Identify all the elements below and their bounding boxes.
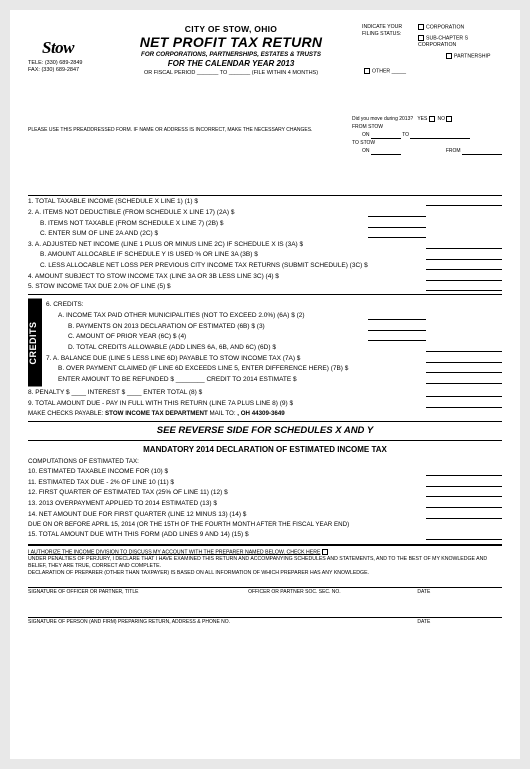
input-line-3a[interactable]: [426, 241, 502, 249]
checkbox-partnership[interactable]: PARTNERSHIP: [418, 53, 502, 62]
line-10: 10. ESTIMATED TAXABLE INCOME FOR (10) $: [28, 468, 502, 476]
input-line-10[interactable]: [426, 468, 502, 476]
sig-ssn[interactable]: OFFICER OR PARTNER SOC. SEC. NO.: [248, 589, 417, 595]
make-checks-note: MAKE CHECKS PAYABLE: STOW INCOME TAX DEP…: [28, 410, 502, 418]
line-5: 5. STOW INCOME TAX DUE 2.0% OF LINE (5) …: [28, 283, 502, 291]
input-line-2b[interactable]: [368, 220, 426, 228]
input-line-3b[interactable]: [426, 252, 502, 260]
input-line-6d[interactable]: [426, 344, 502, 352]
credits-section: CREDITS 6. CREDITS: A. INCOME TAX PAID O…: [28, 299, 502, 387]
checkbox-subchapter-s[interactable]: SUB-CHAPTER S CORPORATION: [418, 35, 502, 51]
line-6b: B. PAYMENTS ON 2013 DECLARATION OF ESTIM…: [46, 323, 502, 331]
sig-date-2[interactable]: DATE: [417, 619, 502, 625]
line-4: 4. AMOUNT SUBJECT TO STOW INCOME TAX (LI…: [28, 273, 502, 281]
filing-status-box: INDICATE YOUR FILING STATUS: CORPORATION…: [362, 24, 502, 77]
line-2a: 2. A. ITEMS NOT DEDUCTIBLE (FROM SCHEDUL…: [28, 209, 502, 217]
line-6c: C. AMOUNT OF PRIOR YEAR (6C) $ (4): [46, 333, 502, 341]
line-7a: 7. A. BALANCE DUE (LINE 5 LESS LINE 6D) …: [46, 355, 502, 363]
line-3c: C. LESS ALLOCABLE NET LOSS PER PREVIOUS …: [28, 262, 502, 270]
input-line-9[interactable]: [426, 400, 502, 408]
input-line-6b[interactable]: [368, 323, 426, 331]
input-line-2c[interactable]: [368, 230, 426, 238]
input-line-13[interactable]: [426, 500, 502, 508]
input-line-3c[interactable]: [426, 262, 502, 270]
sig-officer[interactable]: SIGNATURE OF OFFICER OR PARTNER, TITLE: [28, 589, 248, 595]
line-3b: B. AMOUNT ALLOCABLE IF SCHEDULE Y IS USE…: [28, 251, 502, 259]
title-column: CITY OF STOW, OHIO NET PROFIT TAX RETURN…: [106, 24, 356, 77]
line-7-enter: ENTER AMOUNT TO BE REFUNDED $ ________ C…: [46, 376, 502, 384]
move-question-box: Did you move during 2013? YES NO FROM ST…: [352, 115, 502, 155]
checkbox-corporation[interactable]: CORPORATION: [418, 24, 464, 33]
contact-info: TELE: (330) 689-2849 FAX: (330) 689-2847: [28, 60, 100, 73]
input-line-2a[interactable]: [368, 209, 426, 217]
input-line-4[interactable]: [426, 273, 502, 281]
line-15: 15. TOTAL AMOUNT DUE WITH THIS FORM (ADD…: [28, 531, 502, 539]
form-title: NET PROFIT TAX RETURN: [106, 34, 356, 52]
input-line-11[interactable]: [426, 479, 502, 487]
input-line-15[interactable]: [426, 532, 502, 540]
line-13: 13. 2013 OVERPAYMENT APPLIED TO 2014 EST…: [28, 500, 502, 508]
checkbox-moved-no[interactable]: [446, 116, 452, 122]
signature-row-2: SIGNATURE OF PERSON (AND FIRM) PREPARING…: [28, 617, 502, 637]
line-3a: 3. A. ADJUSTED NET INCOME (LINE 1 PLUS O…: [28, 241, 502, 249]
line-11: 11. ESTIMATED TAX DUE - 2% OF LINE 10 (1…: [28, 479, 502, 487]
line-9: 9. TOTAL AMOUNT DUE - PAY IN FULL WITH T…: [28, 400, 502, 408]
est-heading: COMPUTATIONS OF ESTIMATED TAX:: [28, 458, 502, 466]
line-2c: C. ENTER SUM OF LINE 2A AND (2C) $: [28, 230, 502, 238]
line-8: 8. PENALTY $ ____ INTEREST $ ____ ENTER …: [28, 389, 502, 397]
line-1: 1. TOTAL TAXABLE INCOME (SCHEDULE X LINE…: [28, 198, 502, 206]
line-6: 6. CREDITS:: [46, 301, 502, 309]
checkbox-moved-yes[interactable]: [429, 116, 435, 122]
sig-date-1[interactable]: DATE: [417, 589, 502, 595]
city-logo: Stow: [28, 24, 88, 58]
line-12: 12. FIRST QUARTER OF ESTIMATED TAX (25% …: [28, 489, 502, 497]
logo-column: Stow TELE: (330) 689-2849 FAX: (330) 689…: [28, 24, 100, 77]
input-line-5[interactable]: [426, 283, 502, 291]
checkbox-other[interactable]: OTHER _____: [364, 68, 448, 77]
credits-tab-label: CREDITS: [28, 299, 42, 387]
line-7b: B. OVER PAYMENT CLAIMED (IF LINE 6D EXCE…: [46, 365, 502, 373]
input-line-14[interactable]: [426, 511, 502, 519]
sig-preparer[interactable]: SIGNATURE OF PERSON (AND FIRM) PREPARING…: [28, 619, 417, 625]
input-line-7a[interactable]: [426, 355, 502, 363]
input-line-1[interactable]: [426, 198, 502, 206]
line-6a: A. INCOME TAX PAID OTHER MUNICIPALITIES …: [46, 312, 502, 320]
checkbox-authorize-preparer[interactable]: [322, 549, 328, 555]
line-14: 14. NET AMOUNT DUE FOR FIRST QUARTER (LI…: [28, 511, 502, 519]
mandatory-heading: MANDATORY 2014 DECLARATION OF ESTIMATED …: [28, 445, 502, 455]
signature-row-1: SIGNATURE OF OFFICER OR PARTNER, TITLE O…: [28, 587, 502, 607]
header: Stow TELE: (330) 689-2849 FAX: (330) 689…: [28, 24, 502, 77]
due-date-note: DUE ON OR BEFORE APRIL 15, 2014 (OR THE …: [28, 521, 502, 529]
input-line-7b[interactable]: [426, 365, 502, 373]
input-line-8[interactable]: [426, 389, 502, 397]
see-reverse: SEE REVERSE SIDE FOR SCHEDULES X AND Y: [28, 425, 502, 437]
line-2b: B. ITEMS NOT TAXABLE (FROM SCHEDULE X LI…: [28, 220, 502, 228]
subtitle: FOR CORPORATIONS, PARTNERSHIPS, ESTATES …: [106, 51, 356, 59]
input-line-6c[interactable]: [368, 333, 426, 341]
tax-form-page: Stow TELE: (330) 689-2849 FAX: (330) 689…: [10, 10, 520, 759]
year-line: FOR THE CALENDAR YEAR 2013: [106, 59, 356, 69]
authorization-text: I AUTHORIZE THE INCOME DIVISION TO DISCU…: [28, 549, 502, 577]
input-line-6a[interactable]: [368, 312, 426, 320]
fiscal-period: OR FISCAL PERIOD _______ TO _______ (FIL…: [106, 70, 356, 77]
line-6d: D. TOTAL CREDITS ALLOWABLE (ADD LINES 6A…: [46, 344, 502, 352]
input-line-12[interactable]: [426, 489, 502, 497]
input-line-7-credit[interactable]: [426, 376, 502, 384]
